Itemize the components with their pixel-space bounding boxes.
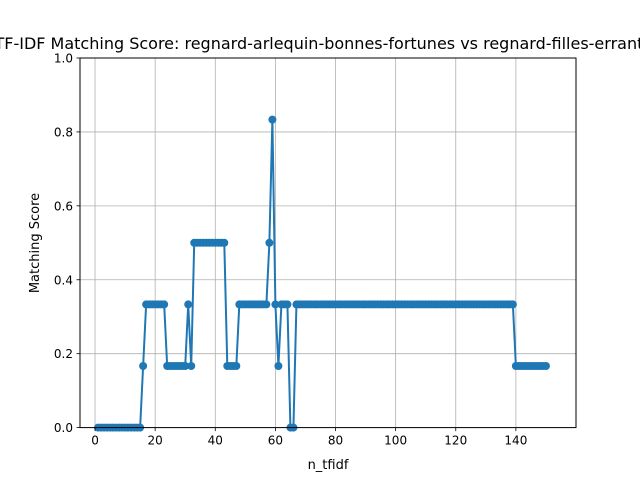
data-point	[187, 361, 196, 370]
data-point	[274, 361, 283, 370]
y-tick-label: 0.2	[54, 347, 73, 361]
data-point	[139, 361, 148, 370]
x-tick-label: 60	[268, 434, 283, 448]
data-point	[265, 238, 274, 247]
data-point	[541, 361, 550, 370]
axes-frame	[79, 57, 577, 429]
y-axis-label: Matching Score	[28, 193, 43, 293]
x-tick-label: 80	[328, 434, 343, 448]
data-point	[232, 361, 241, 370]
data-point	[181, 361, 190, 370]
y-tick-label: 0.8	[54, 125, 73, 139]
plot-area	[94, 115, 550, 432]
x-tick-label: 100	[384, 434, 407, 448]
x-tick-label: 20	[148, 434, 163, 448]
y-tick-label: 1.0	[54, 52, 73, 66]
x-tick-label: 140	[504, 434, 527, 448]
data-point	[220, 238, 229, 247]
data-point	[262, 300, 271, 309]
y-axis: 0.0 0.2 0.4 0.6 0.8 1.0	[54, 52, 80, 435]
data-point	[283, 300, 292, 309]
x-tick-label: 40	[208, 434, 223, 448]
data-point	[160, 300, 169, 309]
x-axis-label: n_tfidf	[308, 458, 349, 473]
chart-title: TF-IDF Matching Score: regnard-arlequin-…	[0, 34, 640, 53]
x-tick-label: 0	[91, 434, 99, 448]
x-axis: 0 20 40 60 80 100 120 140	[91, 427, 527, 448]
y-tick-label: 0.0	[54, 421, 73, 435]
y-tick-label: 0.4	[54, 273, 73, 287]
data-point	[268, 115, 277, 124]
y-tick-label: 0.6	[54, 199, 73, 213]
x-tick-label: 120	[444, 434, 467, 448]
data-point	[508, 300, 517, 309]
data-point	[184, 300, 193, 309]
data-point	[271, 300, 280, 309]
